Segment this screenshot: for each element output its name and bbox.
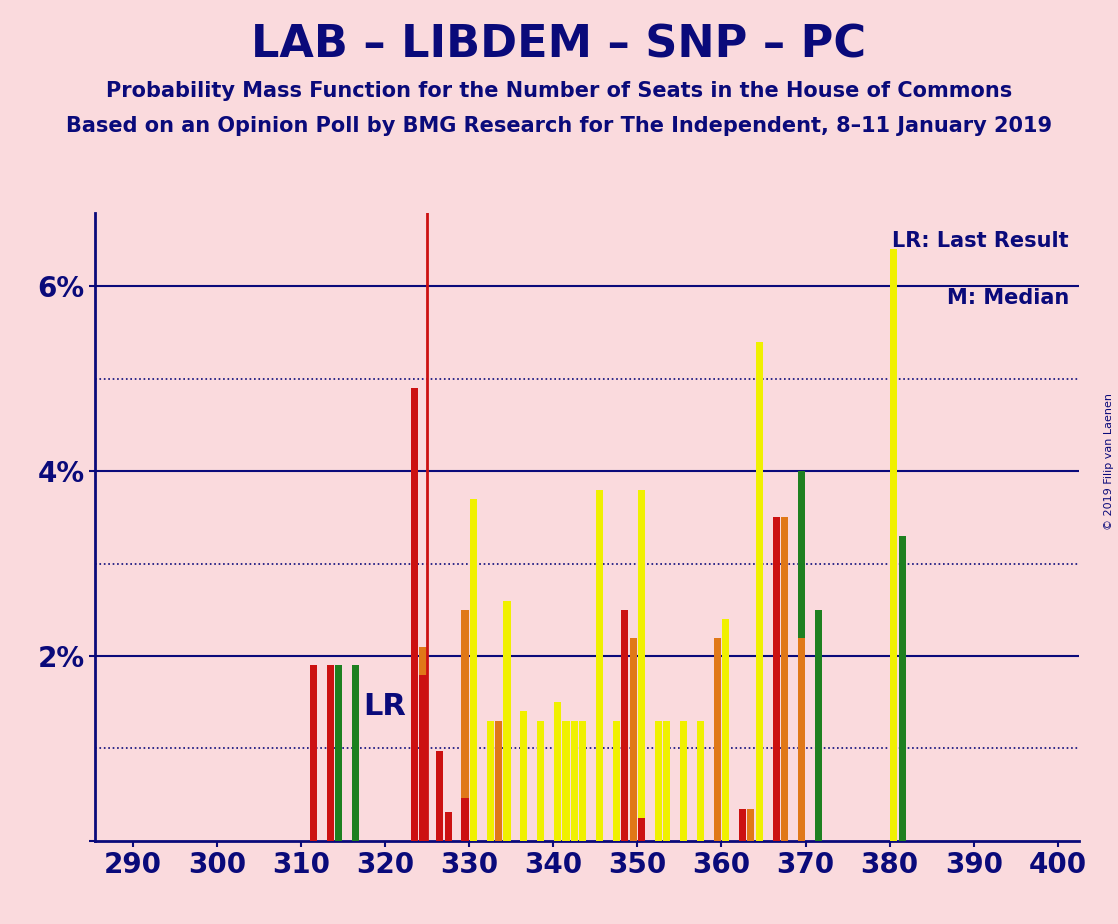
Bar [579, 721, 586, 841]
Bar [722, 619, 729, 841]
Bar [613, 721, 620, 841]
Bar [756, 342, 762, 841]
Text: LAB – LIBDEM – SNP – PC: LAB – LIBDEM – SNP – PC [252, 23, 866, 67]
Text: Based on an Opinion Poll by BMG Research for The Independent, 8–11 January 2019: Based on an Opinion Poll by BMG Research… [66, 116, 1052, 136]
Bar [638, 818, 645, 841]
Bar [571, 721, 578, 841]
Bar [419, 675, 427, 841]
Bar [629, 638, 637, 841]
Bar [638, 490, 645, 841]
Bar [411, 388, 418, 841]
Bar [445, 812, 452, 841]
Bar [310, 665, 318, 841]
Bar [562, 721, 569, 841]
Bar [622, 610, 628, 841]
Bar [739, 808, 746, 841]
Bar [436, 751, 444, 841]
Bar [596, 490, 603, 841]
Bar [655, 721, 662, 841]
Text: Probability Mass Function for the Number of Seats in the House of Commons: Probability Mass Function for the Number… [106, 81, 1012, 102]
Text: M: Median: M: Median [947, 288, 1069, 308]
Bar [773, 517, 779, 841]
Bar [747, 808, 755, 841]
Bar [520, 711, 528, 841]
Bar [462, 610, 468, 841]
Bar [899, 536, 906, 841]
Text: LR: Last Result: LR: Last Result [892, 231, 1069, 251]
Bar [537, 721, 544, 841]
Bar [890, 249, 898, 841]
Bar [335, 665, 342, 841]
Bar [419, 647, 427, 841]
Bar [462, 798, 468, 841]
Bar [486, 721, 494, 841]
Bar [798, 471, 805, 841]
Bar [798, 638, 805, 841]
Text: LR: LR [363, 692, 406, 721]
Bar [495, 721, 502, 841]
Bar [680, 721, 688, 841]
Bar [553, 702, 561, 841]
Bar [470, 499, 477, 841]
Text: © 2019 Filip van Laenen: © 2019 Filip van Laenen [1105, 394, 1114, 530]
Bar [713, 638, 721, 841]
Bar [326, 665, 334, 841]
Bar [781, 517, 788, 841]
Bar [697, 721, 704, 841]
Bar [663, 721, 671, 841]
Bar [503, 601, 511, 841]
Bar [622, 702, 628, 841]
Bar [815, 610, 822, 841]
Bar [352, 665, 359, 841]
